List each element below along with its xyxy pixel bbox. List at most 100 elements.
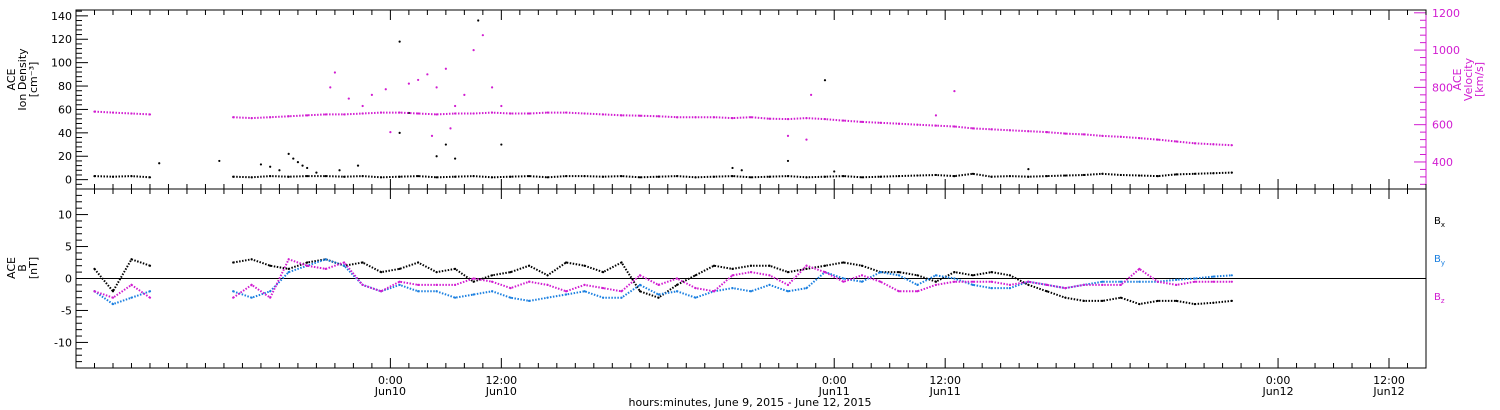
data-point — [934, 114, 938, 117]
x-tick-label-time: 0:00 — [1266, 374, 1291, 387]
data-point — [250, 283, 253, 286]
data-point — [324, 175, 327, 178]
data-point — [1138, 267, 1141, 271]
data-point — [638, 290, 642, 293]
data-point — [509, 296, 512, 299]
data-point — [786, 117, 790, 121]
data-point — [389, 131, 392, 134]
data-point — [454, 104, 457, 108]
data-point — [430, 134, 434, 137]
data-point — [990, 175, 993, 178]
data-point — [786, 134, 790, 137]
y-tick-label: 140 — [51, 10, 72, 23]
data-point — [638, 283, 642, 286]
data-point — [232, 290, 235, 293]
data-point — [1008, 286, 1012, 290]
data-point — [130, 175, 133, 178]
data-point — [292, 157, 295, 160]
data-point — [435, 86, 438, 89]
data-point — [583, 264, 586, 267]
data-point — [1230, 280, 1233, 283]
data-point — [1193, 277, 1196, 280]
data-point — [833, 170, 836, 173]
data-point — [338, 169, 341, 172]
data-point — [1175, 278, 1178, 281]
data-point — [398, 40, 401, 43]
x-axis: hours:minutes, June 9, 2015 - June 12, 2… — [75, 10, 1427, 409]
data-point — [269, 116, 272, 119]
data-point — [111, 175, 115, 178]
data-point — [1027, 283, 1030, 286]
data-point — [1064, 132, 1067, 135]
data-point — [675, 283, 679, 286]
data-point — [601, 113, 605, 116]
data-point — [694, 296, 697, 299]
data-point — [435, 271, 438, 274]
data-point — [1175, 173, 1178, 176]
data-point — [454, 157, 457, 160]
data-point — [620, 296, 623, 299]
data-point — [1175, 299, 1178, 302]
data-point — [306, 175, 309, 178]
data-point — [805, 176, 808, 179]
series-Bx — [93, 258, 1233, 306]
data-point — [953, 90, 956, 93]
data-point — [509, 112, 512, 115]
data-point — [472, 48, 475, 52]
data-point — [1156, 175, 1159, 178]
data-point — [638, 274, 642, 277]
data-point — [805, 286, 808, 290]
data-point — [823, 271, 827, 274]
data-point — [860, 274, 864, 277]
data-point — [1175, 140, 1178, 143]
data-point — [1082, 283, 1085, 286]
data-point — [1064, 296, 1067, 299]
data-point — [444, 67, 447, 70]
data-point — [1119, 296, 1122, 299]
y-axis-label-line: ACE — [5, 68, 18, 90]
data-point — [786, 159, 790, 163]
data-point — [953, 175, 956, 178]
data-point — [971, 172, 975, 175]
data-point — [148, 290, 152, 293]
data-point — [1230, 144, 1233, 147]
data-point — [361, 112, 364, 115]
data-point — [1101, 172, 1104, 175]
series-magenta — [93, 110, 1233, 147]
y-axis-label-b-line: ACE — [5, 257, 18, 279]
y2-tick-label: 1000 — [1432, 44, 1460, 57]
data-point — [1027, 175, 1030, 178]
data-point — [953, 271, 956, 274]
data-point — [93, 110, 96, 113]
data-point — [111, 111, 115, 114]
data-point — [343, 261, 346, 264]
data-point — [472, 293, 475, 296]
data-point — [324, 267, 327, 271]
y-tick-label: 100 — [51, 57, 72, 70]
data-point — [546, 176, 549, 179]
data-point — [347, 97, 350, 100]
data-point — [638, 176, 642, 179]
data-point — [1101, 134, 1104, 137]
data-point — [805, 267, 808, 271]
series-black — [93, 171, 1233, 179]
data-point — [111, 290, 115, 293]
data-point — [823, 79, 827, 82]
data-point — [324, 113, 327, 116]
data-point — [232, 261, 235, 264]
data-point — [712, 175, 716, 178]
data-point — [417, 112, 420, 115]
series-Bz — [93, 258, 1233, 300]
data-point — [786, 271, 790, 274]
x-tick-label-date: Jun12 — [1372, 385, 1404, 398]
data-point — [1138, 302, 1141, 306]
data-point — [1064, 286, 1067, 290]
data-point — [259, 163, 263, 166]
data-point — [897, 122, 901, 125]
data-point — [380, 290, 383, 293]
y-axis-label-b-line: B — [16, 264, 29, 272]
x-tick-label-time: 0:00 — [822, 374, 847, 387]
data-point — [269, 264, 272, 267]
data-point — [879, 175, 882, 178]
